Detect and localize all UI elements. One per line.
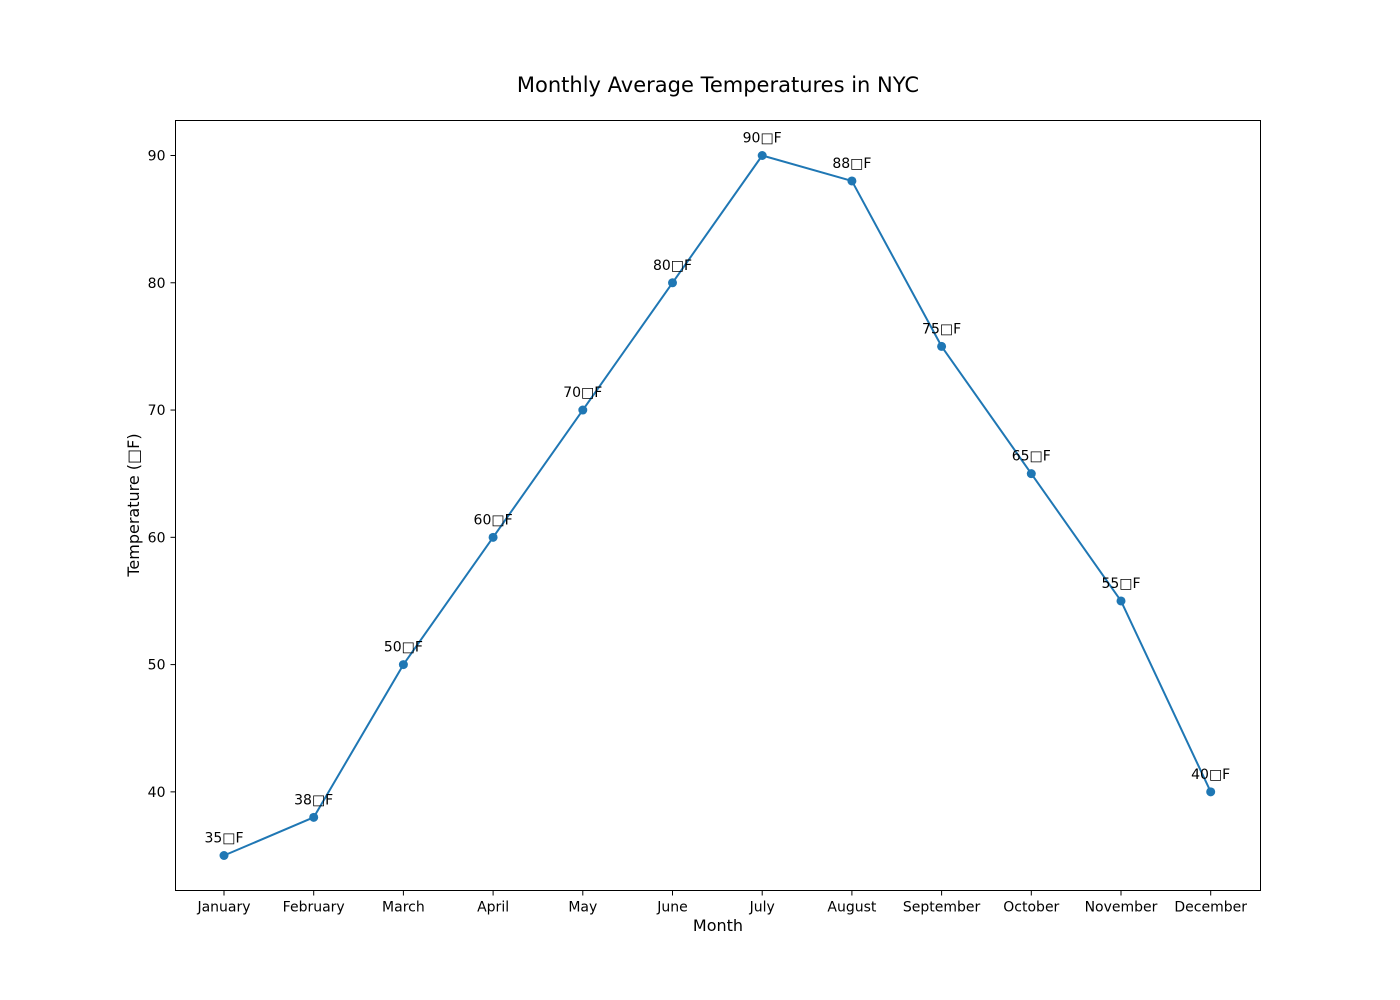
- x-tick-label: June: [656, 900, 688, 916]
- data-point: [757, 151, 767, 160]
- x-tick-label: July: [749, 900, 775, 916]
- y-tick-label: 60: [148, 530, 166, 546]
- x-axis-label: Month: [693, 916, 743, 935]
- y-axis-label: Temperature (□F): [124, 433, 143, 577]
- data-label: 90□F: [743, 131, 782, 147]
- y-axis: 40 50 60 70 80 90: [148, 149, 176, 801]
- x-tick-label: September: [903, 900, 981, 916]
- data-point: [668, 278, 677, 288]
- x-tick-label: May: [568, 900, 597, 916]
- data-point: [1116, 596, 1126, 606]
- x-tick-label: August: [827, 900, 877, 916]
- data-point: [398, 660, 408, 670]
- data-label: 38□F: [294, 792, 333, 808]
- chart-title: Monthly Average Temperatures in NYC: [517, 73, 919, 97]
- y-tick-label: 80: [148, 276, 166, 292]
- data-label: 70□F: [563, 385, 602, 401]
- x-tick-label: March: [382, 900, 425, 916]
- y-tick-label: 70: [148, 403, 166, 419]
- y-tick-label: 40: [148, 785, 166, 801]
- series-temperature: [219, 151, 1216, 860]
- data-point: [937, 341, 947, 351]
- data-point: [488, 532, 498, 542]
- data-label: 75□F: [922, 321, 961, 337]
- data-labels: 35□F 38□F 50□F 60□F 70□F 80□F 90□F 88□F 75□F 65□F…: [204, 131, 1230, 847]
- data-label: 40□F: [1191, 767, 1230, 783]
- x-tick-label: April: [477, 900, 509, 916]
- x-tick-label: February: [283, 900, 345, 916]
- x-tick-label: November: [1085, 900, 1158, 916]
- data-label: 65□F: [1012, 449, 1051, 465]
- data-point: [219, 851, 229, 860]
- x-axis: January February March April May June July Augu…: [196, 890, 1247, 916]
- data-label: 60□F: [474, 512, 513, 528]
- data-label: 50□F: [384, 640, 423, 656]
- x-tick-label: December: [1174, 900, 1247, 916]
- data-label: 80□F: [653, 258, 692, 274]
- data-point: [309, 812, 319, 822]
- data-point: [847, 176, 857, 186]
- data-label: 88□F: [832, 156, 871, 172]
- data-point: [578, 405, 588, 415]
- x-tick-label: October: [1003, 900, 1059, 916]
- x-tick-label: January: [196, 900, 250, 916]
- series-line: [223, 154, 1212, 857]
- data-label: 55□F: [1101, 576, 1140, 592]
- y-tick-label: 90: [148, 149, 166, 165]
- plot-area: [175, 120, 1261, 891]
- plot-frame: [175, 120, 1261, 891]
- data-label: 35□F: [204, 831, 243, 847]
- data-point: [1026, 469, 1036, 479]
- data-point: [1206, 787, 1216, 797]
- y-tick-label: 50: [148, 658, 166, 674]
